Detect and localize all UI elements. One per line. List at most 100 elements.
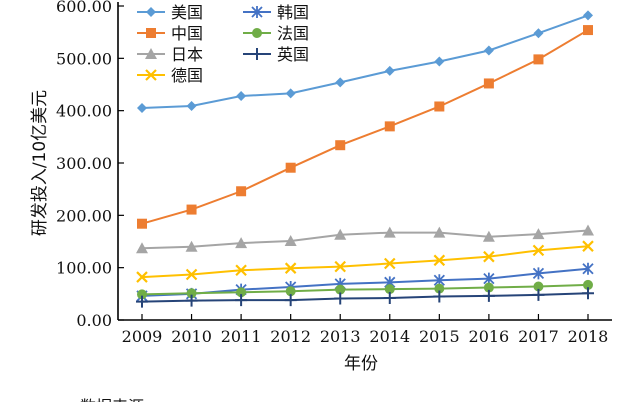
data-point	[235, 294, 248, 307]
square-marker	[483, 78, 494, 89]
data-point	[582, 240, 594, 252]
plus-marker	[582, 287, 594, 300]
triangle-marker	[235, 237, 248, 249]
triangle-marker	[145, 48, 157, 59]
triangle-marker	[284, 234, 297, 246]
legend-item: 韩国	[243, 3, 309, 22]
x-tick-label: 2014	[369, 327, 410, 346]
series-1	[137, 25, 593, 229]
triangle-marker	[532, 228, 545, 240]
diamond-marker	[236, 91, 247, 102]
plus-marker	[433, 290, 446, 303]
circle-marker	[285, 286, 296, 297]
series-line	[141, 245, 589, 279]
y-tick-label: 200.00	[56, 206, 112, 225]
legend-marker	[251, 6, 263, 18]
triangle-marker	[136, 242, 148, 254]
square-marker	[434, 101, 445, 112]
data-point	[334, 292, 347, 305]
square-marker	[186, 204, 197, 215]
data-point	[137, 289, 147, 300]
data-point	[483, 45, 494, 56]
data-point	[582, 287, 594, 300]
legend-marker	[251, 48, 263, 60]
circle-marker	[137, 289, 147, 300]
x-tick-label: 2011	[221, 327, 262, 346]
y-tick-label: 0.00	[76, 311, 112, 330]
data-point	[235, 237, 248, 249]
diamond-marker	[146, 7, 156, 17]
data-point	[383, 226, 396, 238]
diamond-marker	[335, 77, 346, 88]
data-point	[433, 254, 446, 267]
diamond-marker	[434, 56, 445, 67]
y-tick-label: 600.00	[56, 0, 112, 16]
diamond-marker	[137, 103, 147, 114]
data-point	[583, 25, 593, 36]
plus-marker	[482, 289, 495, 302]
circle-marker	[236, 287, 247, 298]
series-line	[141, 229, 589, 250]
data-point	[284, 234, 297, 246]
plus-marker	[532, 288, 545, 301]
diamond-marker	[483, 45, 494, 56]
x-tick-label: 2016	[469, 327, 510, 346]
data-point	[533, 28, 544, 39]
data-point	[186, 288, 197, 299]
x-marker	[384, 257, 396, 270]
data-point	[384, 257, 396, 270]
data-point	[137, 103, 147, 114]
x-marker	[284, 262, 297, 274]
x-tick-label: 2013	[320, 327, 361, 346]
star-marker	[251, 6, 263, 18]
data-point	[583, 279, 593, 290]
circle-marker	[483, 282, 494, 293]
triangle-marker	[185, 240, 198, 252]
series-6	[136, 287, 594, 308]
data-point	[383, 292, 396, 305]
legend-label: 日本	[171, 45, 203, 64]
data-point	[334, 228, 347, 240]
legend-label: 德国	[171, 66, 203, 85]
data-point	[235, 264, 247, 277]
legend-item: 德国	[137, 66, 203, 85]
legend-label: 英国	[277, 45, 309, 64]
data-point	[433, 226, 446, 238]
data-point	[384, 121, 395, 132]
square-marker	[146, 28, 156, 38]
legend-item: 中国	[137, 24, 203, 43]
series-line	[141, 29, 589, 225]
diamond-marker	[285, 88, 296, 99]
x-tick-label: 2018	[568, 327, 609, 346]
legend-label: 美国	[171, 3, 203, 22]
series-line	[141, 292, 589, 303]
diamond-marker	[186, 100, 197, 111]
data-point	[483, 282, 494, 293]
series-line	[141, 267, 589, 297]
circle-marker	[186, 288, 197, 299]
data-point	[532, 288, 545, 301]
data-point	[335, 284, 346, 295]
x-tick-label: 2009	[122, 327, 163, 346]
triangle-marker	[334, 228, 347, 240]
data-point	[482, 289, 495, 302]
data-point	[335, 77, 346, 88]
series-3	[136, 240, 594, 283]
legend-marker	[145, 48, 157, 59]
x-marker	[235, 264, 247, 277]
plus-marker	[383, 292, 396, 305]
legend-marker	[146, 28, 156, 38]
y-tick-label: 400.00	[56, 102, 112, 121]
plus-marker	[185, 294, 198, 307]
circle-marker	[583, 279, 593, 290]
x-tick-label: 2010	[171, 327, 212, 346]
data-point	[284, 294, 297, 307]
y-axis-title: 研发投入/10亿美元	[30, 90, 50, 236]
legend-marker	[252, 28, 262, 38]
data-point	[434, 56, 445, 67]
legend-marker	[146, 7, 156, 17]
square-marker	[137, 218, 147, 229]
data-point	[137, 218, 147, 229]
